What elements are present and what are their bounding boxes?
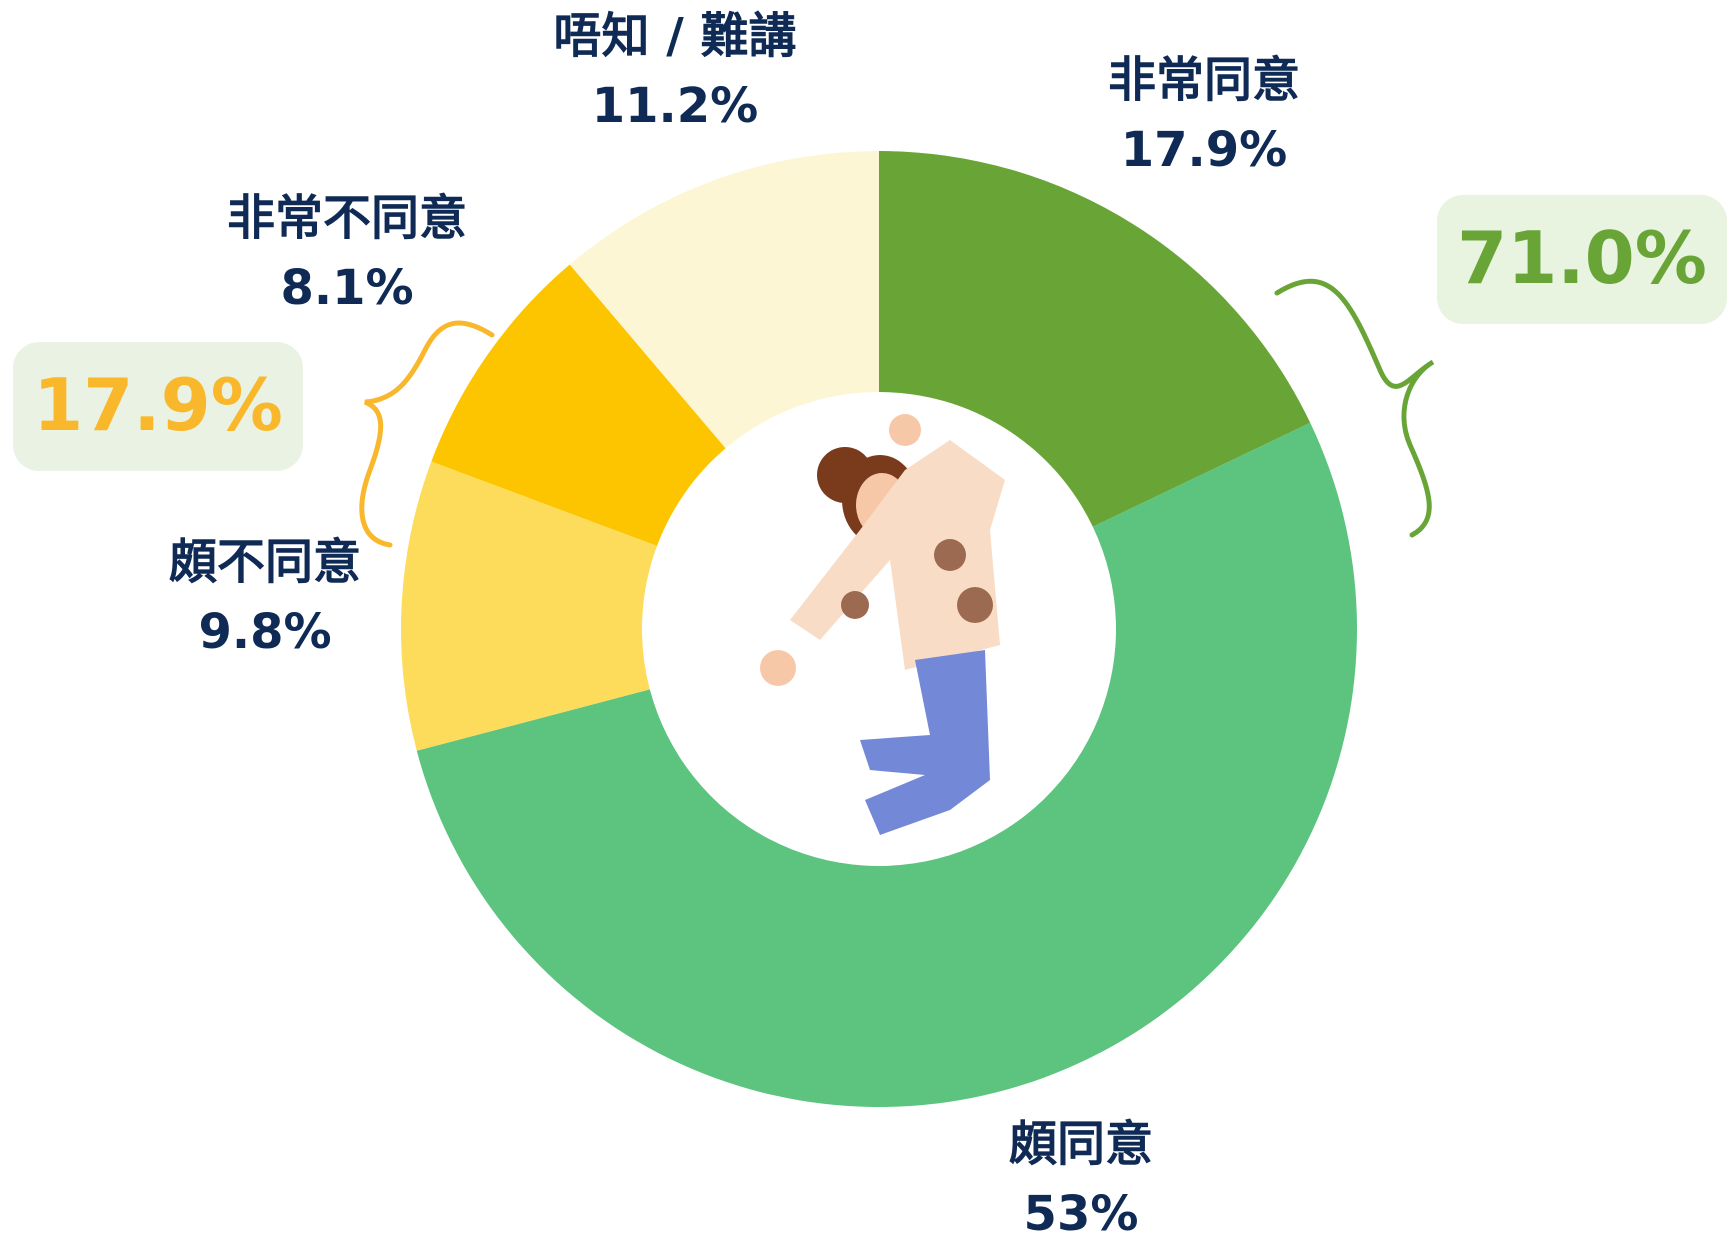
donut-slice: [879, 151, 1311, 527]
donut-slice: [569, 151, 879, 449]
category-label: 頗同意: [1009, 1116, 1153, 1172]
labels: 非常同意 17.9% 頗同意 53% 頗不同意 9.8% 非常不同意 8.1% 唔知 / 難講 1…: [169, 8, 1300, 1242]
category-label: 非常同意: [1108, 52, 1300, 108]
illustration: [760, 414, 1005, 835]
group-label: 71.0%: [1457, 216, 1707, 300]
group-brace: [359, 320, 495, 548]
group-box: [13, 342, 303, 471]
donut-slice: [431, 264, 726, 546]
group-box: [1437, 195, 1727, 324]
value-label: 53%: [1024, 1186, 1139, 1242]
group-brace: [1274, 278, 1435, 538]
group-annotations: 71.0% 17.9%: [13, 195, 1727, 548]
donut-slice: [416, 422, 1357, 1107]
donut-slice: [401, 461, 658, 751]
value-label: 8.1%: [280, 260, 413, 316]
donut: [401, 151, 1357, 1107]
value-label: 11.2%: [592, 78, 759, 134]
value-label: 17.9%: [1121, 122, 1288, 178]
category-label: 頗不同意: [169, 534, 361, 590]
value-label: 9.8%: [198, 604, 331, 660]
category-label: 非常不同意: [227, 190, 467, 246]
group-label: 17.9%: [33, 363, 283, 447]
category-label: 唔知 / 難講: [554, 8, 797, 64]
